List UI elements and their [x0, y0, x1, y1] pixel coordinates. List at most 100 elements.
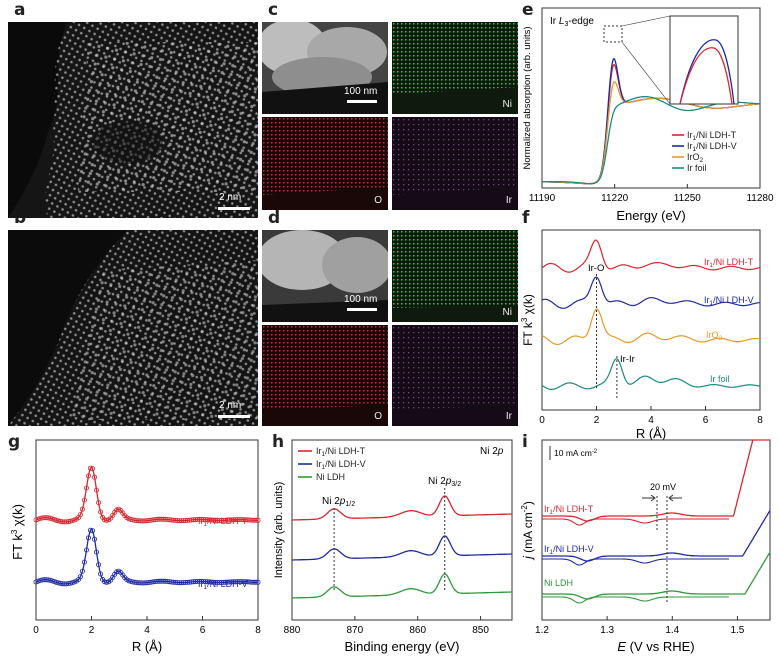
scale-bar-label-c: 100 nm — [344, 86, 378, 97]
legend-label: Ir1/Ni LDH-T — [687, 130, 737, 142]
series-label: Ir1/Ni LDH-T — [198, 516, 248, 528]
ylabel-h: Intensity (arb. units) — [273, 482, 285, 579]
data-point — [98, 509, 104, 515]
legend-label: Ni LDH — [316, 472, 345, 482]
eds-map-ir-d: Ir — [392, 325, 518, 426]
xticks-e: 11190 11220 11250 11280 — [529, 184, 774, 204]
legend-label: IrO2 — [687, 152, 704, 164]
fit-line-1 — [35, 528, 258, 585]
fit-line-0 — [35, 466, 258, 523]
series-f — [541, 239, 761, 390]
scale-bar-label-b: 2 nm — [219, 400, 242, 411]
xtick-label: 880 — [284, 625, 301, 636]
series-line-0 — [541, 239, 761, 273]
scale-bar-a — [218, 207, 250, 210]
haadf-texture-c — [262, 22, 388, 114]
data-point — [84, 485, 90, 491]
inset-curve-v — [679, 39, 735, 105]
series-rev-0 — [542, 518, 729, 526]
data-point — [81, 497, 87, 503]
peak-label-ir-o: Ir-O — [588, 263, 604, 274]
series-line-2 — [541, 308, 761, 345]
series-e — [542, 58, 761, 185]
data-point — [84, 547, 90, 553]
data-point — [90, 466, 96, 472]
xticks-f: 0 2 4 6 8 — [539, 406, 763, 426]
series-line-0 — [292, 495, 512, 521]
panel-label-g: g — [8, 432, 21, 452]
series-label: Ir1/Ni LDH-V — [198, 579, 248, 591]
data-point — [253, 579, 259, 585]
series-rev-1 — [542, 558, 729, 566]
scale-bar-label-d: 100 nm — [344, 294, 378, 305]
eds-label-o-c: O — [374, 195, 382, 206]
series-line-1 — [541, 276, 761, 309]
series-i — [542, 439, 771, 604]
peak-label-2p32: Ni 2p3/2 — [428, 476, 461, 488]
xticks-h: 880 870 860 850 — [284, 616, 489, 636]
series-h — [292, 488, 512, 599]
eds-map-o-c: O — [262, 117, 388, 210]
xtick-label: 2 — [594, 415, 600, 426]
data-point — [104, 517, 110, 523]
legend-label: Ir1/Ni LDH-V — [316, 459, 366, 471]
edge-label-e: Ir L3-edge — [550, 16, 594, 28]
xlabel-h: Binding energy (eV) — [345, 639, 460, 654]
plot-frame-h — [291, 439, 513, 621]
series-label: Ir1/Ni LDH-V — [704, 295, 754, 307]
shift-label-i: 20 mV — [650, 482, 676, 492]
series-label: IrO2 — [706, 330, 723, 342]
series-labels-f: Ir1/Ni LDH-T Ir1/Ni LDH-V IrO2 Ir foil — [704, 257, 754, 384]
data-point — [253, 517, 259, 523]
data-point — [96, 500, 102, 506]
xtick-label: 850 — [472, 625, 489, 636]
xtick-label: 8 — [757, 415, 763, 426]
plot-frame-g — [35, 439, 259, 621]
panel-label-h: h — [272, 432, 285, 452]
data-point — [86, 535, 92, 541]
haadf-image-d: 100 nm — [262, 230, 388, 322]
series-labels-g: Ir1/Ni LDH-T Ir1/Ni LDH-V — [198, 516, 248, 591]
series-fwd-1 — [542, 510, 771, 562]
data-point — [88, 527, 94, 533]
panel-label-e: e — [522, 0, 534, 20]
data-point — [90, 528, 96, 534]
eds-map-ir-c: Ir — [392, 117, 518, 210]
legend-label: Ir1/Ni LDH-V — [687, 141, 737, 153]
xlabel-i: E (V vs RHE) — [617, 639, 694, 654]
panel-label-c: c — [268, 0, 279, 20]
data-point — [77, 574, 83, 580]
series-label: Ir1/Ni LDH-T — [544, 504, 594, 516]
haadf-texture-d — [262, 230, 388, 322]
eds-map-o-d: O — [262, 325, 388, 426]
series-labels-i: Ir1/Ni LDH-T Ir1/Ni LDH-V Ni LDH — [544, 504, 594, 588]
panel-label-a: a — [14, 0, 26, 20]
series-label: Ir1/Ni LDH-T — [704, 257, 754, 269]
eds-label-ir-d: Ir — [505, 411, 512, 422]
data-point — [79, 568, 85, 574]
zoom-box-e — [603, 25, 623, 43]
panel-label-f: f — [522, 208, 530, 228]
data-point — [98, 571, 104, 577]
plot-frame-e — [541, 7, 761, 189]
scale-label-i: 10 mA cm-2 — [554, 448, 598, 458]
ft-exafs-chart-f: FT k3 χ(k) R (Å) 0 2 4 6 8 Ir-O Ir-Ir Ir1/Ni… — [520, 229, 763, 440]
shift-arrow-right — [668, 494, 682, 502]
inset-curve-t — [679, 47, 733, 105]
data-point — [86, 473, 92, 479]
scale-bar-d — [347, 308, 377, 311]
scale-bar-c — [347, 100, 377, 103]
shift-arrow-left — [642, 494, 656, 502]
xlabel-f: R (Å) — [636, 426, 666, 440]
data-point — [96, 562, 102, 568]
cv-chart-i: j (mA cm-2) E (V vs RHE) 1.2 1.3 1.4 1.5 10… — [520, 439, 771, 654]
xtick-label: 1.2 — [535, 625, 549, 636]
data-point — [92, 536, 98, 542]
series-line-1 — [292, 535, 512, 561]
xtick-label: 6 — [703, 415, 709, 426]
scale-bar-b — [218, 415, 250, 418]
xtick-label: 0 — [33, 625, 39, 636]
xtick-label: 11190 — [529, 193, 556, 204]
legend-label: Ir1/Ni LDH-T — [316, 446, 366, 458]
